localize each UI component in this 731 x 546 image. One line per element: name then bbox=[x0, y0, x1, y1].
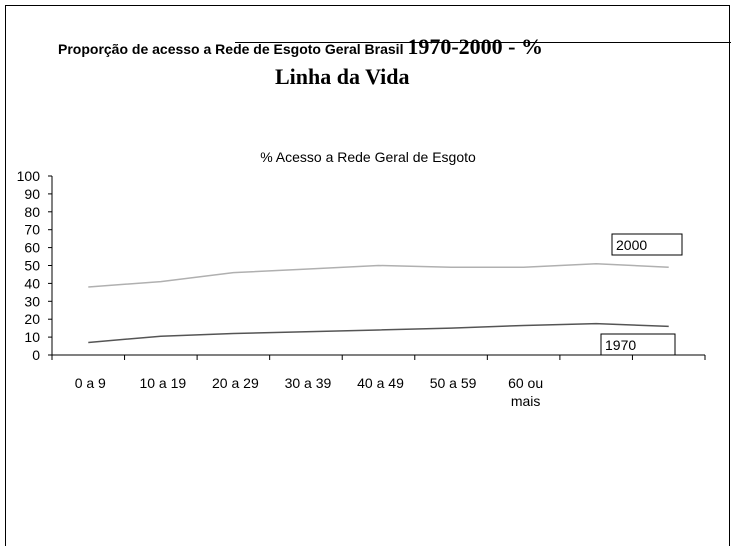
y-tick-label: 100 bbox=[17, 168, 41, 184]
y-tick-label: 40 bbox=[24, 275, 40, 291]
y-tick-label: 10 bbox=[24, 329, 40, 345]
series-label-1970: 1970 bbox=[600, 333, 676, 356]
y-tick-label: 60 bbox=[24, 240, 40, 256]
y-tick-label: 70 bbox=[24, 222, 40, 238]
slide-frame bbox=[5, 5, 730, 546]
chart-title: % Acesso a Rede Geral de Esgoto bbox=[260, 149, 476, 165]
page-title-small: Proporção de acesso a Rede de Esgoto Ger… bbox=[58, 41, 404, 57]
page-title-years: 1970-2000 - % bbox=[407, 34, 544, 59]
x-tick-label: 30 a 39 bbox=[285, 375, 332, 391]
x-tick-label: 10 a 19 bbox=[139, 375, 186, 391]
series-line-2000 bbox=[88, 262, 669, 288]
series-labels: 2000 1970 bbox=[600, 233, 683, 356]
series-label-2000: 2000 bbox=[611, 233, 683, 256]
y-tick-label: 0 bbox=[32, 347, 40, 363]
y-tick-label: 50 bbox=[24, 258, 40, 274]
svg-text:2000: 2000 bbox=[616, 237, 647, 253]
page-subtitle: Linha da Vida bbox=[275, 64, 410, 89]
x-tick-label: 60 ou mais bbox=[508, 375, 543, 409]
y-tick-label: 20 bbox=[24, 311, 40, 327]
x-tick-label: 20 a 29 bbox=[212, 375, 259, 391]
svg-text:1970: 1970 bbox=[605, 337, 636, 353]
x-tick-label: 40 a 49 bbox=[357, 375, 404, 391]
series-line-1970 bbox=[88, 322, 669, 344]
x-ticks: 0 a 9 10 a 19 20 a 29 30 a 39 40 a 49 50 a 59… bbox=[51, 355, 706, 409]
y-tick-label: 30 bbox=[24, 293, 40, 309]
y-tick-label: 80 bbox=[24, 204, 40, 220]
x-tick-label: 0 a 9 bbox=[75, 375, 106, 391]
x-tick-label: 50 a 59 bbox=[430, 375, 477, 391]
strike-line bbox=[235, 42, 731, 43]
page-title: Proporção de acesso a Rede de Esgoto Ger… bbox=[58, 34, 543, 60]
y-tick-label: 90 bbox=[24, 186, 40, 202]
series-lines bbox=[88, 262, 669, 344]
